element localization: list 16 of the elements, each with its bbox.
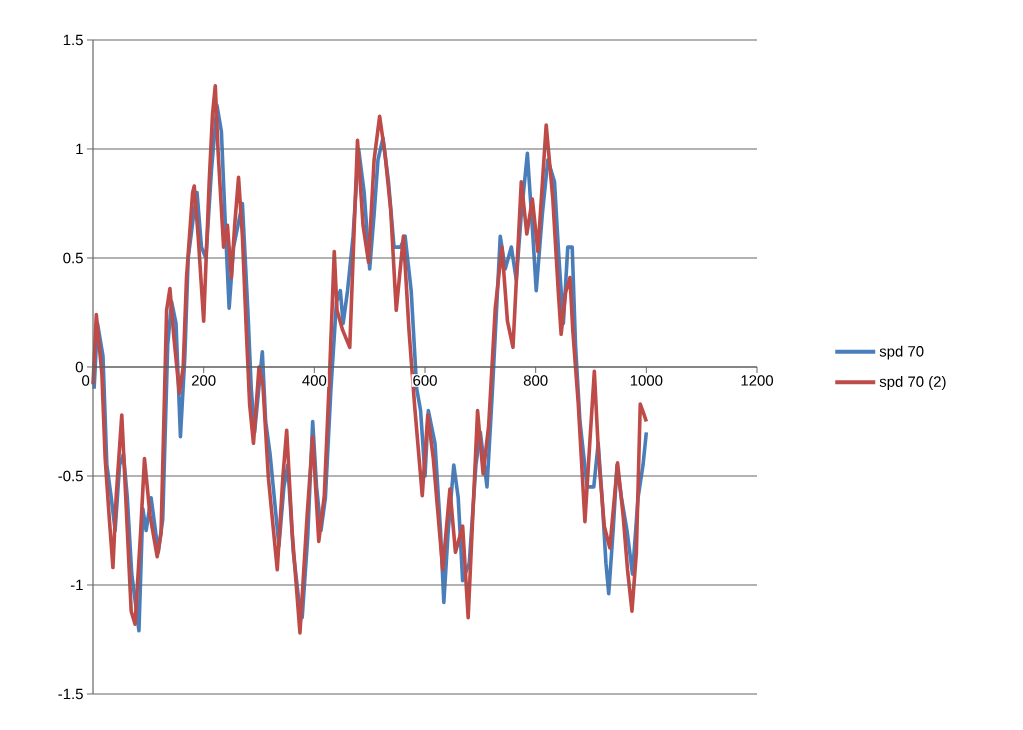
y-tick-label: -1.5 — [58, 688, 83, 700]
y-tick-label: 1 — [76, 143, 83, 155]
y-tick-label: 0.5 — [63, 252, 83, 264]
x-tick-label: 1000 — [630, 375, 663, 386]
x-tick-label: 0 — [82, 375, 90, 386]
y-tick-label: 1.5 — [63, 34, 83, 46]
x-tick-label: 800 — [523, 375, 548, 386]
y-tick-label: 0 — [75, 361, 83, 373]
x-tick-label: 1200 — [741, 375, 774, 386]
x-tick-label: 400 — [302, 375, 327, 386]
y-tick-label: -0.5 — [58, 470, 83, 482]
legend-label: spd 70 (2) — [879, 375, 946, 390]
x-tick-label: 200 — [191, 375, 216, 386]
legend-label: spd 70 — [879, 345, 924, 360]
y-tick-label: -1 — [70, 579, 83, 591]
x-tick-label: 600 — [413, 375, 437, 386]
